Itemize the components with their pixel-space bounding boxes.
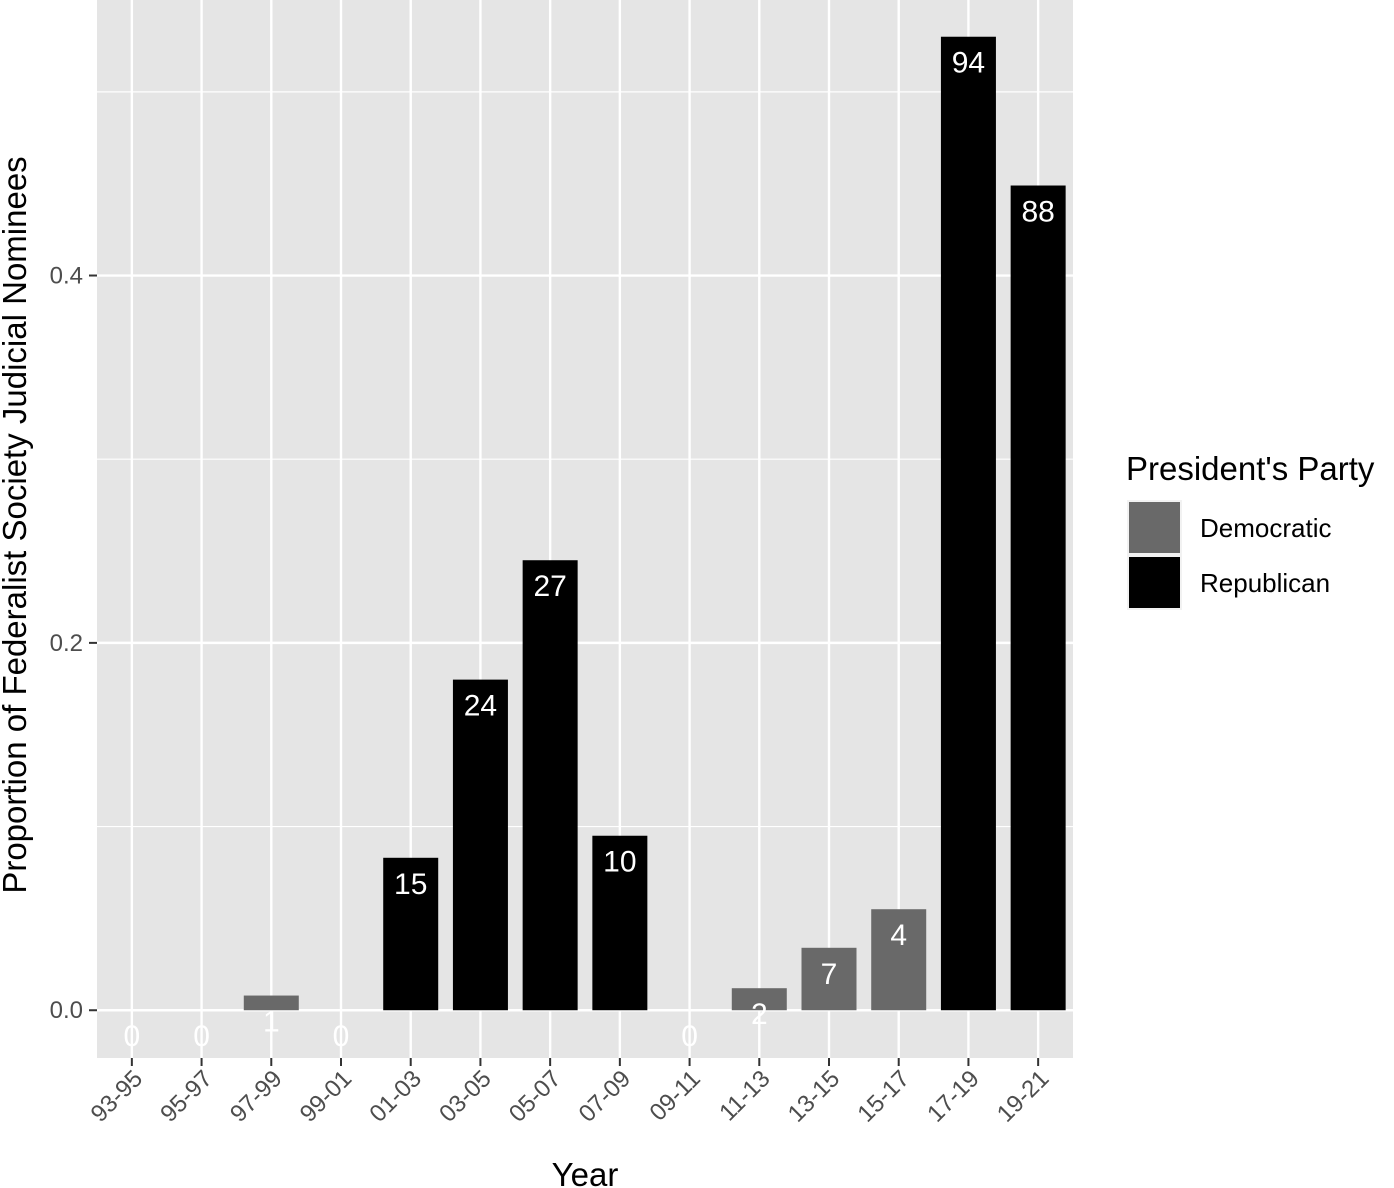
legend-key-republican (1127, 555, 1182, 610)
bar-count-label: 24 (464, 690, 497, 723)
bar-count-label: 2 (751, 998, 768, 1031)
plot-panel (97, 0, 1073, 1058)
x-tick-label: 93-95 (86, 1065, 149, 1128)
bar-count-label: 27 (533, 570, 566, 603)
bar-count-label: 15 (394, 868, 427, 901)
x-tick-label: 15-17 (852, 1065, 915, 1128)
bar-count-label: 1 (263, 1006, 280, 1039)
bar-count-label: 0 (124, 1020, 141, 1053)
legend-entries: Democratic Republican (1127, 500, 1331, 610)
x-tick-label: 13-15 (783, 1065, 846, 1128)
legend-key-democratic (1127, 500, 1182, 555)
bar-count-label: 0 (681, 1020, 698, 1053)
y-tick-label: 0.4 (50, 263, 83, 290)
y-axis: 0.0 0.2 0.4 (50, 263, 97, 1024)
bar-17-19 (940, 36, 996, 1011)
legend-label-republican: Republican (1200, 568, 1330, 598)
x-axis: 93-95 95-97 97-99 99-01 01-03 03-05 05-07 07-09… (86, 1058, 1055, 1128)
bar-count-label: 10 (603, 846, 636, 879)
x-tick-label: 97-99 (225, 1065, 288, 1128)
bar-97-99 (243, 995, 299, 1011)
x-tick-label: 19-21 (992, 1065, 1055, 1128)
bar-03-05 (452, 679, 508, 1011)
x-tick-label: 11-13 (714, 1065, 775, 1126)
x-tick-label: 09-11 (645, 1065, 706, 1126)
x-tick-label: 05-07 (504, 1065, 567, 1128)
bar-13-15 (801, 947, 857, 1011)
bar-count-label: 4 (890, 919, 907, 952)
legend: President's Party Democratic Republican (1126, 450, 1375, 610)
x-tick-label: 03-05 (434, 1065, 497, 1128)
x-tick-label: 17-19 (922, 1065, 985, 1128)
bar-count-label: 0 (193, 1020, 210, 1053)
legend-title: President's Party (1126, 450, 1375, 487)
legend-label-democratic: Democratic (1200, 513, 1331, 543)
bar-11-13 (731, 988, 787, 1011)
bar-05-07 (522, 560, 578, 1011)
bar-01-03 (383, 857, 439, 1011)
bar-count-label: 0 (333, 1020, 350, 1053)
x-tick-label: 99-01 (295, 1065, 358, 1128)
x-tick-label: 01-03 (364, 1065, 427, 1128)
bar-07-09 (592, 835, 648, 1011)
x-axis-title: Year (552, 1156, 619, 1188)
bar-count-label: 7 (821, 958, 838, 991)
bars (243, 36, 1066, 1011)
bar-19-21 (1010, 185, 1066, 1011)
y-tick-label: 0.2 (50, 630, 83, 657)
y-axis-title: Proportion of Federalist Society Judicia… (0, 156, 33, 893)
y-tick-label: 0.0 (50, 997, 83, 1024)
bar-count-label: 94 (952, 47, 985, 80)
x-tick-label: 95-97 (155, 1065, 218, 1128)
x-tick-label: 07-09 (574, 1065, 637, 1128)
bar-15-17 (871, 909, 927, 1011)
bar-count-label: 88 (1021, 196, 1054, 229)
